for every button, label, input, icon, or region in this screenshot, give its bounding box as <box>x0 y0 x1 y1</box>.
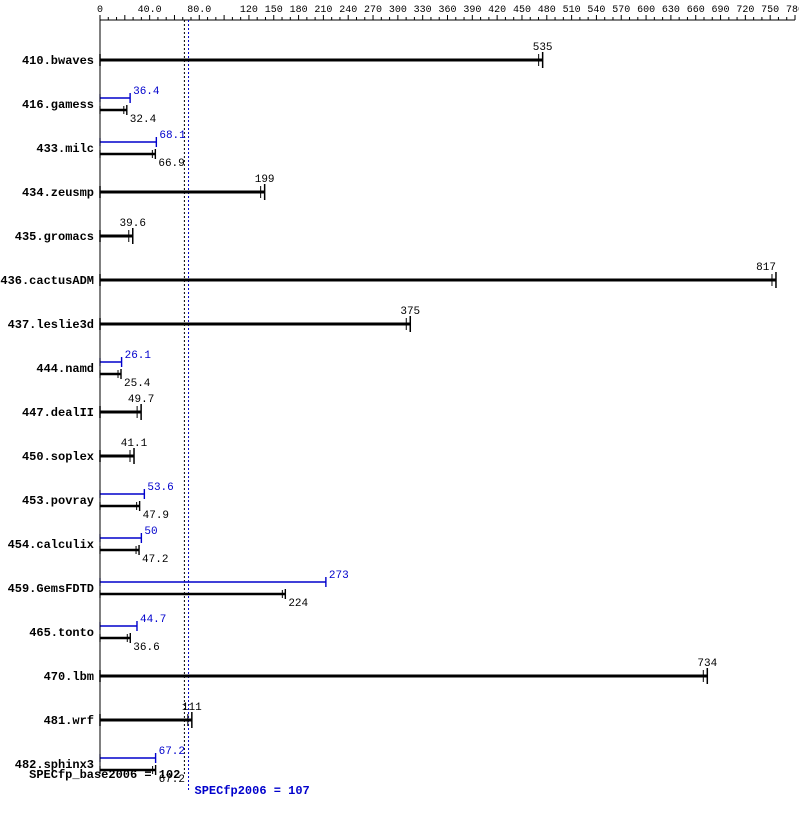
svg-text:300: 300 <box>389 5 407 16</box>
bench-label: 410.bwaves <box>22 54 94 68</box>
svg-text:750: 750 <box>761 5 779 16</box>
value-base: 224 <box>288 598 308 610</box>
value-base: 47.2 <box>142 554 168 566</box>
value-peak: 50 <box>144 526 157 538</box>
bench-label: 435.gromacs <box>15 230 94 244</box>
bench-label: 433.milc <box>36 142 94 156</box>
bench-label: 470.lbm <box>44 670 94 684</box>
bench-label: 416.gamess <box>22 98 94 112</box>
value-base: 39.6 <box>120 218 146 230</box>
svg-text:540: 540 <box>587 5 605 16</box>
value-base: 25.4 <box>124 378 151 390</box>
value-peak: 273 <box>329 570 349 582</box>
value-peak: 53.6 <box>147 482 173 494</box>
svg-text:660: 660 <box>687 5 705 16</box>
bench-label: 444.namd <box>36 362 94 376</box>
svg-text:270: 270 <box>364 5 382 16</box>
svg-text:40.0: 40.0 <box>138 5 162 16</box>
value-base: 734 <box>697 658 717 670</box>
bench-label: 436.cactusADM <box>0 274 94 288</box>
svg-text:150: 150 <box>265 5 283 16</box>
svg-text:80.0: 80.0 <box>187 5 211 16</box>
svg-text:630: 630 <box>662 5 680 16</box>
value-peak: 68.1 <box>159 130 186 142</box>
bench-label: 447.dealII <box>22 406 94 420</box>
svg-text:180: 180 <box>290 5 308 16</box>
svg-text:690: 690 <box>712 5 730 16</box>
value-peak: 67.2 <box>159 746 185 758</box>
value-base: 199 <box>255 174 275 186</box>
value-base: 535 <box>533 42 553 54</box>
value-base: 49.7 <box>128 394 154 406</box>
value-base: 36.6 <box>133 642 159 654</box>
bench-label: 481.wrf <box>44 714 94 728</box>
footer-peak: SPECfp2006 = 107 <box>195 784 310 798</box>
bench-label: 459.GemsFDTD <box>8 582 94 596</box>
svg-text:240: 240 <box>339 5 357 16</box>
svg-text:780: 780 <box>786 5 799 16</box>
bench-label: 437.leslie3d <box>8 318 94 332</box>
svg-text:720: 720 <box>736 5 754 16</box>
svg-text:600: 600 <box>637 5 655 16</box>
svg-text:330: 330 <box>414 5 432 16</box>
svg-text:570: 570 <box>612 5 630 16</box>
svg-text:360: 360 <box>438 5 456 16</box>
value-base: 111 <box>182 702 202 714</box>
footer-base: SPECfp_base2006 = 102 <box>29 768 180 782</box>
svg-text:210: 210 <box>314 5 332 16</box>
spec-chart: 0 40.0 80.0 120 150 180 210 240 270 300 330 360 390 4… <box>0 0 799 831</box>
svg-text:480: 480 <box>538 5 556 16</box>
bench-label: 453.povray <box>22 494 94 508</box>
value-base: 47.9 <box>143 510 169 522</box>
value-peak: 36.4 <box>133 86 160 98</box>
svg-text:420: 420 <box>488 5 506 16</box>
value-peak: 26.1 <box>125 350 152 362</box>
value-base: 375 <box>400 306 420 318</box>
value-base: 66.9 <box>158 158 184 170</box>
bench-label: 454.calculix <box>8 538 94 552</box>
svg-text:390: 390 <box>463 5 481 16</box>
svg-text:120: 120 <box>240 5 258 16</box>
bench-label: 465.tonto <box>29 626 94 640</box>
value-base: 41.1 <box>121 438 148 450</box>
value-base: 32.4 <box>130 114 157 126</box>
bench-label: 434.zeusmp <box>22 186 94 200</box>
value-peak: 44.7 <box>140 614 166 626</box>
bench-label: 450.soplex <box>22 450 94 464</box>
svg-text:450: 450 <box>513 5 531 16</box>
svg-text:510: 510 <box>563 5 581 16</box>
svg-text:0: 0 <box>97 5 103 16</box>
value-base: 817 <box>756 262 776 274</box>
